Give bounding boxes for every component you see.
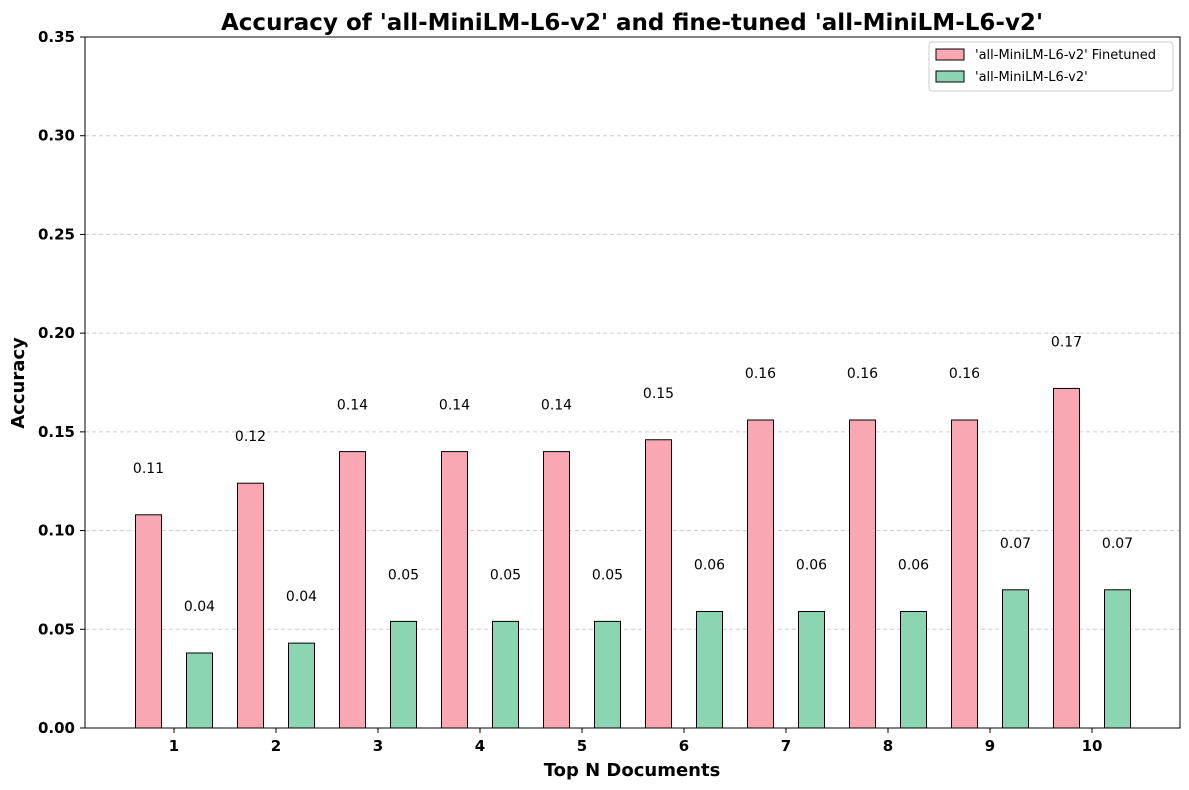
bars — [135, 387, 1131, 729]
data-label-base: 0.07 — [1000, 536, 1031, 552]
bar-base — [900, 611, 927, 729]
y-tick-label: 0.25 — [38, 225, 75, 243]
y-axis-label: Accuracy — [8, 337, 29, 429]
data-label-base: 0.05 — [592, 567, 623, 583]
data-label-finetuned: 0.14 — [337, 398, 368, 414]
bar-finetuned — [441, 451, 468, 729]
data-label-base: 0.06 — [796, 558, 827, 574]
legend-swatch-finetuned — [935, 48, 965, 61]
bar-base — [594, 620, 621, 729]
bar-base — [1002, 589, 1029, 729]
plot-frame — [84, 36, 1181, 729]
data-label-finetuned: 0.14 — [439, 398, 470, 414]
bar-base — [492, 620, 519, 729]
x-tick-label: 10 — [1082, 737, 1103, 755]
data-label-base: 0.05 — [388, 567, 419, 583]
bar-base — [288, 642, 315, 729]
y-axis-ticks: 0.00 0.05 0.10 0.15 0.20 0.25 0.30 0.35 — [38, 28, 85, 737]
data-label-base: 0.07 — [1102, 536, 1133, 552]
data-label-finetuned: 0.11 — [133, 461, 164, 477]
y-tick-label: 0.30 — [38, 127, 75, 145]
x-axis-label: Top N Documents — [544, 760, 721, 781]
y-tick-label: 0.10 — [38, 522, 75, 540]
data-label-base: 0.04 — [184, 599, 215, 615]
bar-finetuned — [237, 482, 264, 729]
data-label-base: 0.06 — [694, 558, 725, 574]
data-label-finetuned: 0.16 — [745, 366, 776, 382]
x-tick-label: 6 — [679, 737, 689, 755]
y-tick-label: 0.00 — [38, 719, 75, 737]
legend-label-base: 'all-MiniLM-L6-v2' — [975, 70, 1088, 85]
data-label-finetuned: 0.17 — [1051, 334, 1082, 350]
legend-label-finetuned: 'all-MiniLM-L6-v2' Finetuned — [975, 48, 1156, 63]
x-tick-label: 5 — [577, 737, 587, 755]
bar-base — [186, 652, 213, 729]
chart-title: Accuracy of 'all-MiniLM-L6-v2' and fine-… — [221, 10, 1043, 36]
bar-base — [696, 611, 723, 729]
x-tick-label: 7 — [781, 737, 791, 755]
x-tick-label: 1 — [169, 737, 179, 755]
data-label-finetuned: 0.12 — [235, 429, 266, 445]
bar-finetuned — [543, 451, 570, 729]
bar-finetuned — [951, 419, 978, 729]
data-label-finetuned: 0.14 — [541, 398, 572, 414]
bar-finetuned — [135, 514, 162, 729]
x-tick-label: 9 — [985, 737, 995, 755]
x-tick-label: 2 — [271, 737, 281, 755]
data-labels: 0.11 0.12 0.14 0.14 0.14 0.15 0.16 0.16 0.16 0.17… — [133, 334, 1133, 615]
bar-finetuned — [849, 419, 876, 729]
data-label-base: 0.06 — [898, 558, 929, 574]
y-tick-label: 0.20 — [38, 324, 75, 342]
bar-base — [1104, 589, 1131, 729]
bar-base — [798, 611, 825, 729]
data-label-finetuned: 0.15 — [643, 386, 674, 402]
data-label-finetuned: 0.16 — [847, 366, 878, 382]
y-tick-label: 0.35 — [38, 28, 75, 46]
bar-base — [390, 620, 417, 729]
data-label-finetuned: 0.16 — [949, 366, 980, 382]
y-tick-label: 0.15 — [38, 423, 75, 441]
x-tick-label: 3 — [373, 737, 383, 755]
bar-finetuned — [747, 419, 774, 729]
data-label-base: 0.04 — [286, 589, 317, 605]
legend-swatch-base — [935, 70, 965, 83]
bar-finetuned — [1053, 387, 1080, 729]
legend: 'all-MiniLM-L6-v2' Finetuned 'all-MiniLM… — [928, 41, 1174, 92]
data-label-base: 0.05 — [490, 567, 521, 583]
x-tick-label: 8 — [883, 737, 893, 755]
legend-box — [928, 41, 1174, 92]
x-tick-label: 4 — [475, 737, 485, 755]
y-tick-label: 0.05 — [38, 620, 75, 638]
x-axis-ticks: 1 2 3 4 5 6 7 8 9 10 — [169, 728, 1103, 755]
bar-finetuned — [645, 439, 672, 729]
bar-finetuned — [339, 451, 366, 729]
